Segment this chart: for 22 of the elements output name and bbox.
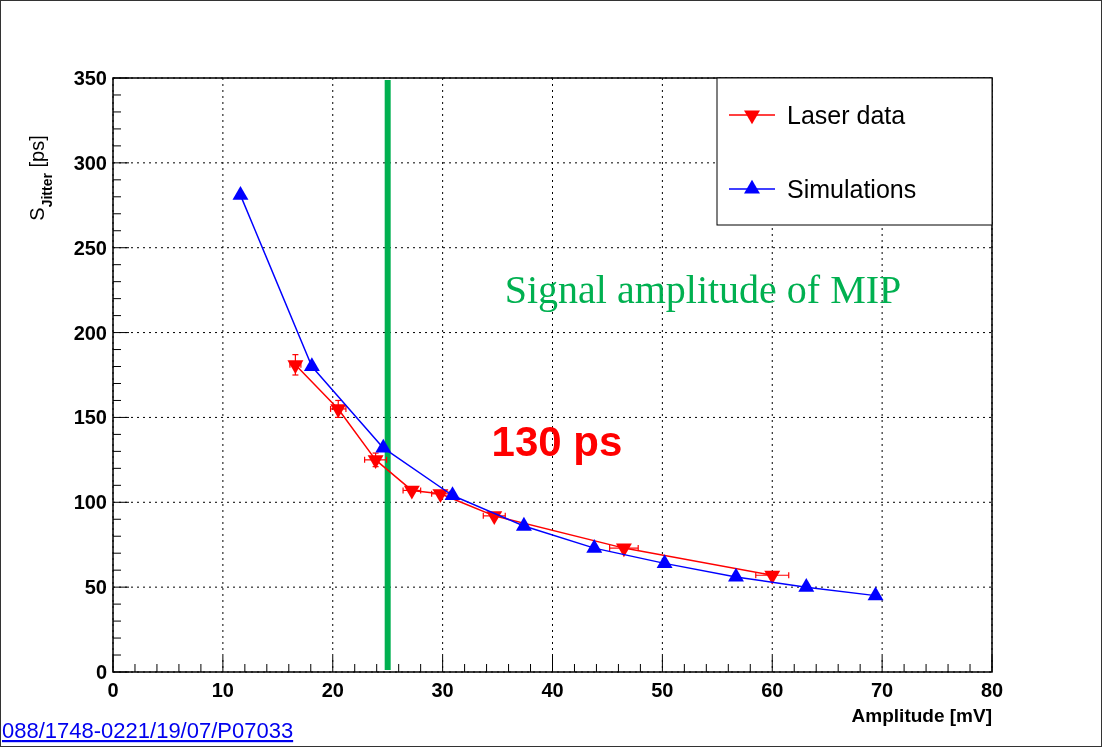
x-tick-label: 50	[651, 679, 674, 701]
x-tick-label: 30	[431, 679, 454, 701]
x-tick-label: 70	[871, 679, 894, 701]
x-tick-label: 20	[321, 679, 344, 701]
x-tick-label: 60	[761, 679, 784, 701]
annotation: Signal amplitude of MIP	[504, 267, 902, 312]
y-tick-label: 350	[73, 67, 107, 89]
y-tick-label: 200	[73, 321, 107, 344]
y-tick-label: 50	[84, 576, 107, 599]
x-tick-label: 10	[211, 679, 234, 701]
y-tick-label: 250	[73, 236, 107, 259]
annotation: 130 ps	[491, 418, 623, 465]
legend-label: Simulations	[787, 175, 917, 203]
legend-label: Laser data	[787, 101, 906, 129]
y-tick-label: 150	[73, 406, 107, 429]
y-tick-label: 100	[73, 491, 107, 514]
y-tick-label: 300	[73, 151, 107, 174]
y-tick-label: 0	[95, 661, 107, 683]
text: 088/1748-0221/19/07/P07033	[2, 718, 294, 743]
x-tick-label: 40	[541, 679, 564, 701]
x-axis-title: Amplitude [mV]	[851, 705, 992, 726]
x-tick-label: 80	[980, 679, 1004, 701]
